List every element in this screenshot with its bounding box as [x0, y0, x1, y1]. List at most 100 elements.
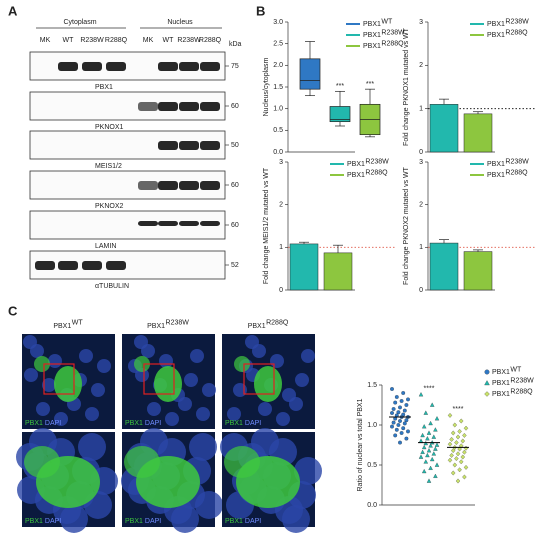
y-axis-label: Nucleus/cytoplasm: [263, 57, 270, 116]
legend-label: PBX1: [487, 32, 505, 39]
point: [391, 407, 396, 411]
bar: [429, 242, 459, 291]
point: [390, 387, 394, 391]
pbx1-blob: [254, 366, 282, 402]
point: [418, 392, 424, 397]
nucleus-blob: [227, 407, 241, 421]
y-tick-label: 1: [279, 244, 283, 251]
nucleus-blob: [36, 402, 50, 416]
y-tick-label: 0: [419, 149, 423, 156]
point: [434, 442, 440, 447]
blot-label: αTUBULIN: [95, 283, 129, 290]
y-tick-label: 1.0: [367, 422, 377, 429]
legend-label-sup: R238W: [381, 29, 405, 36]
point: [390, 424, 394, 429]
nucleus-blob: [252, 344, 266, 358]
point: [390, 411, 394, 415]
image-title-sup: WT: [72, 320, 84, 327]
y-tick-label: 1.5: [367, 382, 377, 389]
legend-label-sup: R288Q: [505, 169, 528, 176]
pbx1-blob: [124, 446, 160, 478]
nucleus-blob: [171, 505, 199, 533]
pbx1-blob: [24, 446, 60, 478]
blot-band: [82, 62, 102, 71]
pbx1-blob: [234, 356, 250, 372]
point: [462, 432, 467, 438]
point: [457, 467, 462, 473]
legend-label-sup: R238W: [505, 158, 529, 165]
y-tick-label: 3: [419, 19, 423, 26]
nucleus-blob: [258, 402, 272, 416]
image-title: PBX1: [248, 323, 266, 330]
y-tick-label: 0: [419, 287, 423, 294]
y-tick-label: 2: [419, 62, 423, 69]
legend-label: PBX1: [347, 172, 365, 179]
point: [396, 410, 401, 415]
y-tick-label: 1.0: [273, 106, 283, 113]
micrograph: PBX1 DAPI: [220, 428, 322, 533]
blot-band: [179, 141, 199, 150]
point: [426, 430, 432, 435]
marker-label: 60: [231, 222, 239, 229]
point: [423, 410, 429, 415]
point: [402, 421, 407, 426]
micrograph: PBX1 DAPI: [222, 334, 315, 429]
nucleus-blob: [270, 354, 284, 368]
point: [401, 391, 406, 395]
blot-band: [200, 181, 220, 190]
stain-label: PBX1: [25, 518, 43, 525]
point: [391, 420, 396, 425]
legend-label: PBX1: [492, 369, 510, 376]
y-tick-label: 0.5: [273, 127, 283, 134]
y-tick-label: 0.0: [367, 502, 377, 509]
blot-band: [82, 261, 102, 270]
point: [420, 449, 425, 454]
box: [329, 106, 351, 123]
pbx1-blob: [34, 356, 50, 372]
zoom-box: [143, 363, 175, 395]
point: [449, 436, 454, 442]
point: [455, 451, 461, 457]
point: [460, 454, 466, 460]
point: [434, 462, 440, 467]
panel-label: A: [8, 3, 18, 18]
micrograph: PBX1 DAPI: [22, 334, 115, 429]
y-axis-label: Ratio of nuclear vs total PBX1: [357, 398, 364, 491]
significance: ***: [336, 83, 344, 90]
legend-label: PBX1: [492, 380, 510, 387]
blot-band: [138, 181, 158, 190]
point: [428, 443, 433, 448]
blot-band: [158, 141, 178, 150]
point: [425, 436, 430, 441]
marker-label: 75: [231, 63, 239, 70]
legend-marker: [484, 391, 490, 397]
significance: ****: [453, 406, 464, 413]
legend-label-sup: R288Q: [381, 40, 404, 47]
bar: [429, 104, 459, 153]
stain-label: DAPI: [245, 420, 261, 427]
point: [449, 452, 454, 458]
y-tick-label: 2.5: [273, 41, 283, 48]
blot-band: [179, 221, 199, 226]
micrograph: PBX1 DAPI: [16, 428, 118, 533]
blot-band: [179, 62, 199, 71]
blot-band: [138, 102, 158, 111]
lane-label: R238W: [80, 37, 104, 44]
legend-label: PBX1: [347, 161, 365, 168]
point: [454, 440, 459, 446]
point: [393, 433, 398, 438]
nucleus-blob: [97, 359, 111, 373]
kda-label: kDa: [229, 41, 242, 48]
legend-label-sup: R288Q: [510, 388, 533, 395]
point: [463, 425, 469, 431]
point: [399, 399, 404, 403]
blot-band: [179, 102, 199, 111]
nucleus-blob: [135, 368, 149, 382]
blot-band: [138, 221, 158, 226]
point: [462, 449, 467, 455]
nucleus-blob: [196, 407, 210, 421]
pbx1-blob: [224, 446, 260, 478]
stain-label: PBX1: [225, 420, 243, 427]
nucleus-blob: [48, 354, 62, 368]
point: [447, 412, 453, 418]
